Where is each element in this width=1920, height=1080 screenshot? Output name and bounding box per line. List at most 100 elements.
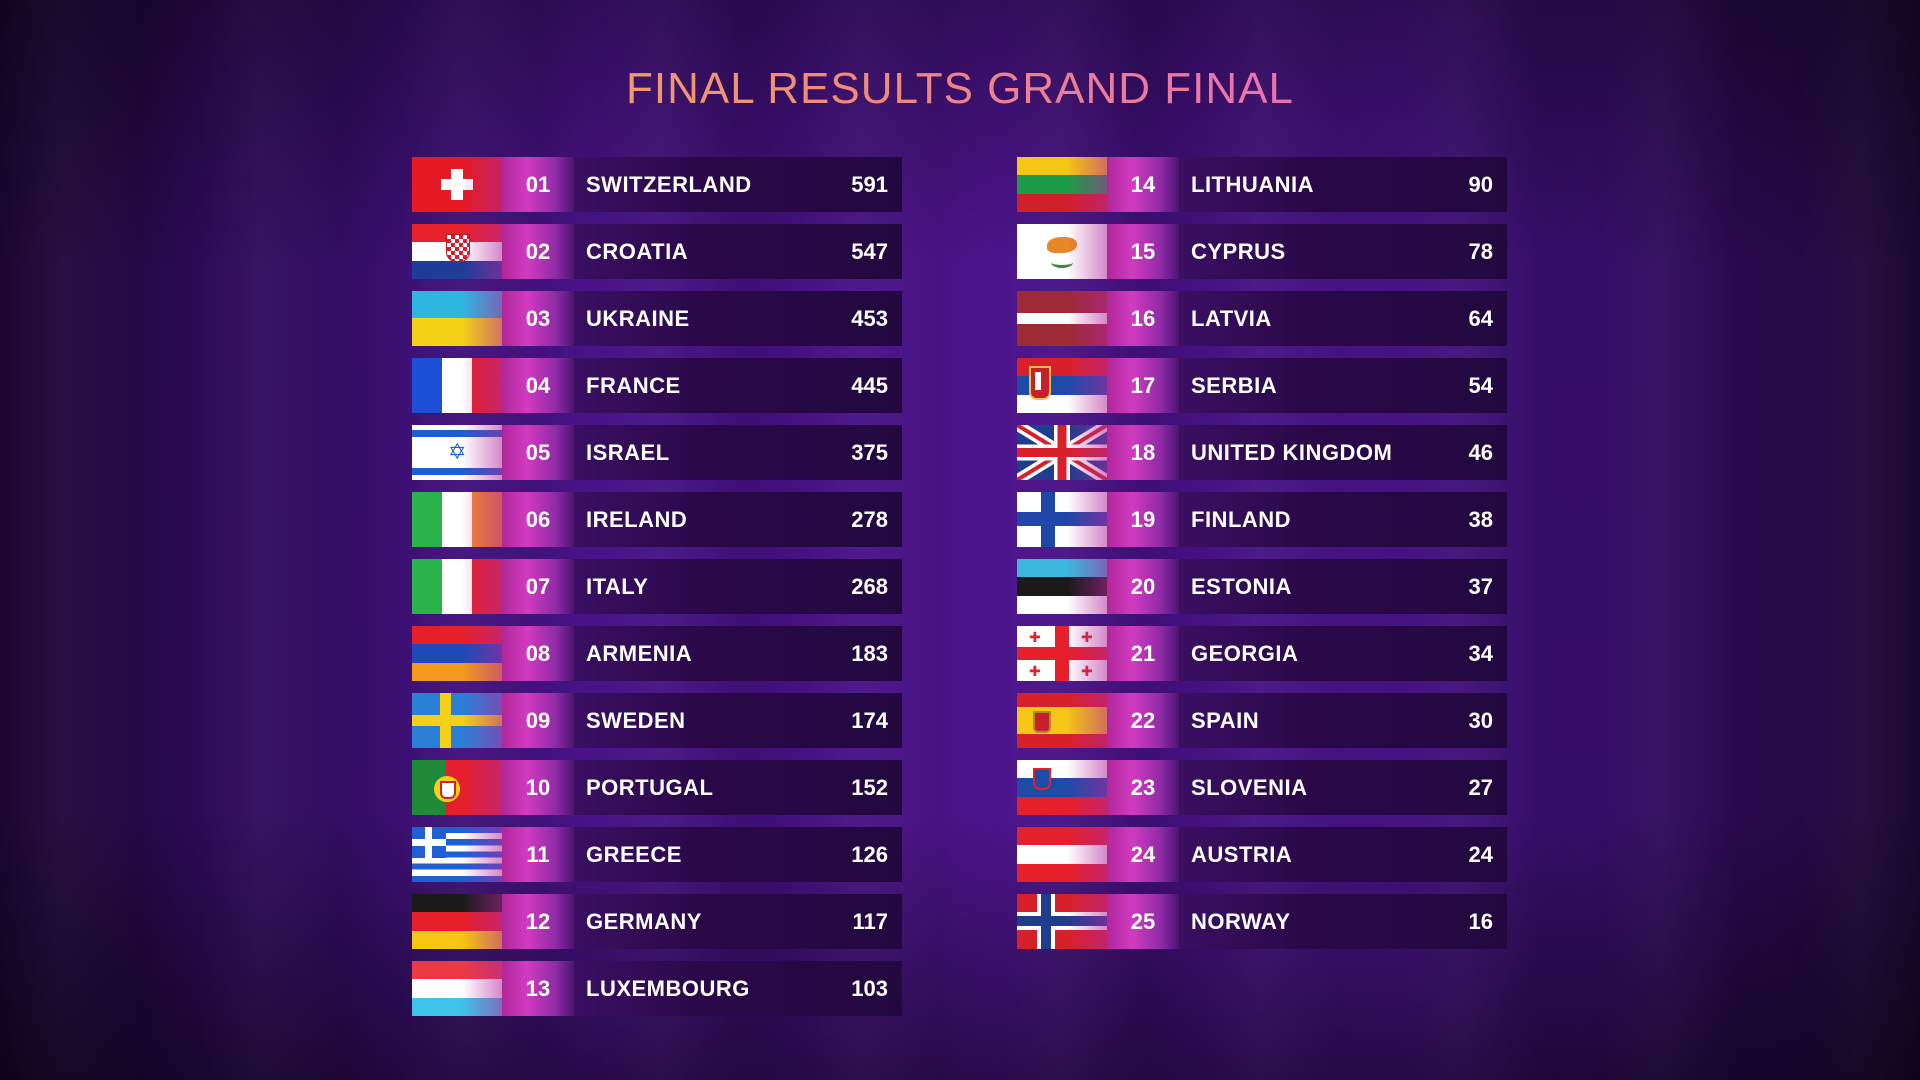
- result-row: 18 UNITED KINGDOM 46: [1017, 425, 1507, 480]
- country-name: SERBIA: [1191, 372, 1278, 398]
- result-row: 11 GREECE 126: [412, 827, 902, 882]
- result-bar: CYPRUS 78: [1179, 224, 1507, 279]
- germany-flag-icon: [412, 894, 502, 949]
- result-bar: FINLAND 38: [1179, 492, 1507, 547]
- result-bar: SWITZERLAND 591: [574, 157, 902, 212]
- result-row: 13 LUXEMBOURG 103: [412, 961, 902, 1016]
- points-value: 38: [1468, 506, 1493, 532]
- result-row: 04 FRANCE 445: [412, 358, 902, 413]
- country-name: SWEDEN: [586, 707, 686, 733]
- rank-number: 15: [1107, 224, 1179, 279]
- rank-number: 06: [502, 492, 574, 547]
- points-value: 547: [851, 238, 888, 264]
- result-bar: ITALY 268: [574, 559, 902, 614]
- cyprus-flag-icon: [1017, 224, 1107, 279]
- switzerland-flag-icon: [412, 157, 502, 212]
- rank-number: 22: [1107, 693, 1179, 748]
- country-name: ITALY: [586, 573, 649, 599]
- croatia-flag-icon: [412, 224, 502, 279]
- result-row: 19 FINLAND 38: [1017, 492, 1507, 547]
- country-name: ARMENIA: [586, 640, 693, 666]
- country-name: SPAIN: [1191, 707, 1260, 733]
- result-bar: IRELAND 278: [574, 492, 902, 547]
- georgia-flag-icon: ✚ ✚ ✚ ✚: [1017, 626, 1107, 681]
- israel-flag-icon: ✡: [412, 425, 502, 480]
- country-name: LATVIA: [1191, 305, 1272, 331]
- ukraine-flag-icon: [412, 291, 502, 346]
- result-bar: GREECE 126: [574, 827, 902, 882]
- points-value: 268: [851, 573, 888, 599]
- rank-number: 11: [502, 827, 574, 882]
- result-bar: SLOVENIA 27: [1179, 760, 1507, 815]
- result-row: 07 ITALY 268: [412, 559, 902, 614]
- points-value: 183: [851, 640, 888, 666]
- country-name: CROATIA: [586, 238, 689, 264]
- lithuania-flag-icon: [1017, 157, 1107, 212]
- result-bar: LITHUANIA 90: [1179, 157, 1507, 212]
- points-value: 30: [1468, 707, 1493, 733]
- result-bar: ARMENIA 183: [574, 626, 902, 681]
- rank-number: 05: [502, 425, 574, 480]
- results-column-left: 01 SWITZERLAND 591 02 CROATIA 547 03 UKR…: [412, 157, 902, 1028]
- result-row: 09 SWEDEN 174: [412, 693, 902, 748]
- result-row: ✚ ✚ ✚ ✚ 21 GEORGIA 34: [1017, 626, 1507, 681]
- sweden-flag-icon: [412, 693, 502, 748]
- country-name: FINLAND: [1191, 506, 1292, 532]
- result-bar: FRANCE 445: [574, 358, 902, 413]
- rank-number: 14: [1107, 157, 1179, 212]
- result-row: 14 LITHUANIA 90: [1017, 157, 1507, 212]
- luxembourg-flag-icon: [412, 961, 502, 1016]
- estonia-flag-icon: [1017, 559, 1107, 614]
- rank-number: 19: [1107, 492, 1179, 547]
- result-bar: SWEDEN 174: [574, 693, 902, 748]
- result-row: 25 NORWAY 16: [1017, 894, 1507, 949]
- points-value: 78: [1468, 238, 1493, 264]
- points-value: 591: [851, 171, 888, 197]
- result-bar: UKRAINE 453: [574, 291, 902, 346]
- rank-number: 13: [502, 961, 574, 1016]
- italy-flag-icon: [412, 559, 502, 614]
- rank-number: 23: [1107, 760, 1179, 815]
- country-name: ESTONIA: [1191, 573, 1292, 599]
- result-bar: GERMANY 117: [574, 894, 902, 949]
- result-bar: ISRAEL 375: [574, 425, 902, 480]
- finland-flag-icon: [1017, 492, 1107, 547]
- spain-flag-icon: [1017, 693, 1107, 748]
- country-name: FRANCE: [586, 372, 681, 398]
- points-value: 278: [851, 506, 888, 532]
- france-flag-icon: [412, 358, 502, 413]
- results-column-right: 14 LITHUANIA 90 15 CYPRUS 78 16 LATVIA: [1017, 157, 1507, 961]
- rank-number: 17: [1107, 358, 1179, 413]
- points-value: 27: [1468, 774, 1493, 800]
- result-row: 15 CYPRUS 78: [1017, 224, 1507, 279]
- points-value: 90: [1468, 171, 1493, 197]
- latvia-flag-icon: [1017, 291, 1107, 346]
- rank-number: 02: [502, 224, 574, 279]
- points-value: 174: [851, 707, 888, 733]
- country-name: GREECE: [586, 841, 682, 867]
- austria-flag-icon: [1017, 827, 1107, 882]
- result-bar: NORWAY 16: [1179, 894, 1507, 949]
- result-bar: SERBIA 54: [1179, 358, 1507, 413]
- points-value: 103: [851, 975, 888, 1001]
- points-value: 46: [1468, 439, 1493, 465]
- result-bar: CROATIA 547: [574, 224, 902, 279]
- country-name: GERMANY: [586, 908, 702, 934]
- points-value: 453: [851, 305, 888, 331]
- rank-number: 16: [1107, 291, 1179, 346]
- result-row: 01 SWITZERLAND 591: [412, 157, 902, 212]
- serbia-flag-icon: [1017, 358, 1107, 413]
- result-bar: PORTUGAL 152: [574, 760, 902, 815]
- points-value: 34: [1468, 640, 1493, 666]
- points-value: 126: [851, 841, 888, 867]
- rank-number: 03: [502, 291, 574, 346]
- result-bar: SPAIN 30: [1179, 693, 1507, 748]
- result-row: ✡ 05 ISRAEL 375: [412, 425, 902, 480]
- result-row: 16 LATVIA 64: [1017, 291, 1507, 346]
- rank-number: 01: [502, 157, 574, 212]
- result-row: 03 UKRAINE 453: [412, 291, 902, 346]
- result-row: 24 AUSTRIA 24: [1017, 827, 1507, 882]
- points-value: 445: [851, 372, 888, 398]
